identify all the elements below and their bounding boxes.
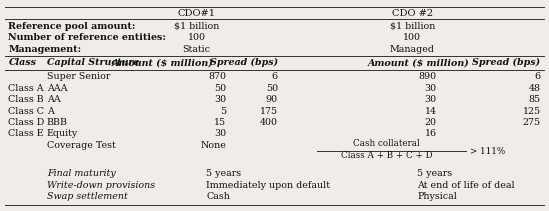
Text: Managed: Managed: [390, 45, 435, 54]
Text: Class C: Class C: [8, 107, 44, 116]
Text: BBB: BBB: [47, 118, 68, 127]
Text: 5 years: 5 years: [206, 169, 242, 178]
Text: Coverage Test: Coverage Test: [47, 141, 115, 150]
Text: Swap settlement: Swap settlement: [47, 192, 127, 201]
Text: Class B: Class B: [8, 95, 44, 104]
Text: At end of life of deal: At end of life of deal: [417, 181, 515, 190]
Text: 275: 275: [523, 118, 541, 127]
Text: 890: 890: [418, 72, 436, 81]
Text: 30: 30: [214, 129, 226, 138]
Text: 16: 16: [424, 129, 436, 138]
Text: Management:: Management:: [8, 45, 82, 54]
Text: 48: 48: [529, 84, 541, 93]
Text: 14: 14: [425, 107, 436, 116]
Text: CDO#1: CDO#1: [177, 9, 216, 18]
Text: Equity: Equity: [47, 129, 78, 138]
Text: Class A + B + C + D: Class A + B + C + D: [341, 151, 433, 160]
Text: 125: 125: [523, 107, 541, 116]
Text: 5: 5: [220, 107, 226, 116]
Text: Cash collateral: Cash collateral: [354, 139, 420, 148]
Text: 30: 30: [424, 95, 436, 104]
Text: 15: 15: [214, 118, 226, 127]
Text: Final maturity: Final maturity: [47, 169, 115, 178]
Text: Immediately upon default: Immediately upon default: [206, 181, 330, 190]
Text: Amount ($ million): Amount ($ million): [111, 58, 213, 68]
Text: 100: 100: [403, 33, 421, 42]
Text: > 111%: > 111%: [470, 147, 505, 156]
Text: None: None: [200, 141, 226, 150]
Text: CDO #2: CDO #2: [391, 9, 433, 18]
Text: Cash: Cash: [206, 192, 230, 201]
Text: 50: 50: [266, 84, 278, 93]
Text: 5 years: 5 years: [417, 169, 452, 178]
Text: 400: 400: [260, 118, 278, 127]
Text: AA: AA: [47, 95, 60, 104]
Text: AAA: AAA: [47, 84, 68, 93]
Text: Spread (bps): Spread (bps): [210, 58, 278, 68]
Text: Class A: Class A: [8, 84, 44, 93]
Text: Super Senior: Super Senior: [47, 72, 110, 81]
Text: 30: 30: [214, 95, 226, 104]
Text: Static: Static: [183, 45, 211, 54]
Text: 50: 50: [214, 84, 226, 93]
Text: Number of reference entities:: Number of reference entities:: [8, 33, 166, 42]
Text: Physical: Physical: [417, 192, 457, 201]
Text: Capital Structure: Capital Structure: [47, 58, 139, 68]
Text: 6: 6: [272, 72, 278, 81]
Text: Class D: Class D: [8, 118, 44, 127]
Text: 90: 90: [266, 95, 278, 104]
Text: Reference pool amount:: Reference pool amount:: [8, 22, 136, 31]
Text: Class: Class: [8, 58, 36, 68]
Text: 6: 6: [534, 72, 541, 81]
Text: Amount ($ million): Amount ($ million): [368, 58, 470, 68]
Text: $1 billion: $1 billion: [174, 22, 219, 31]
Text: Class E: Class E: [8, 129, 44, 138]
Text: 175: 175: [260, 107, 278, 116]
Text: $1 billion: $1 billion: [389, 22, 435, 31]
Text: 20: 20: [425, 118, 436, 127]
Text: Spread (bps): Spread (bps): [473, 58, 541, 68]
Text: A: A: [47, 107, 53, 116]
Text: 870: 870: [208, 72, 226, 81]
Text: 100: 100: [188, 33, 205, 42]
Text: 85: 85: [529, 95, 541, 104]
Text: 30: 30: [424, 84, 436, 93]
Text: Write-down provisions: Write-down provisions: [47, 181, 155, 190]
